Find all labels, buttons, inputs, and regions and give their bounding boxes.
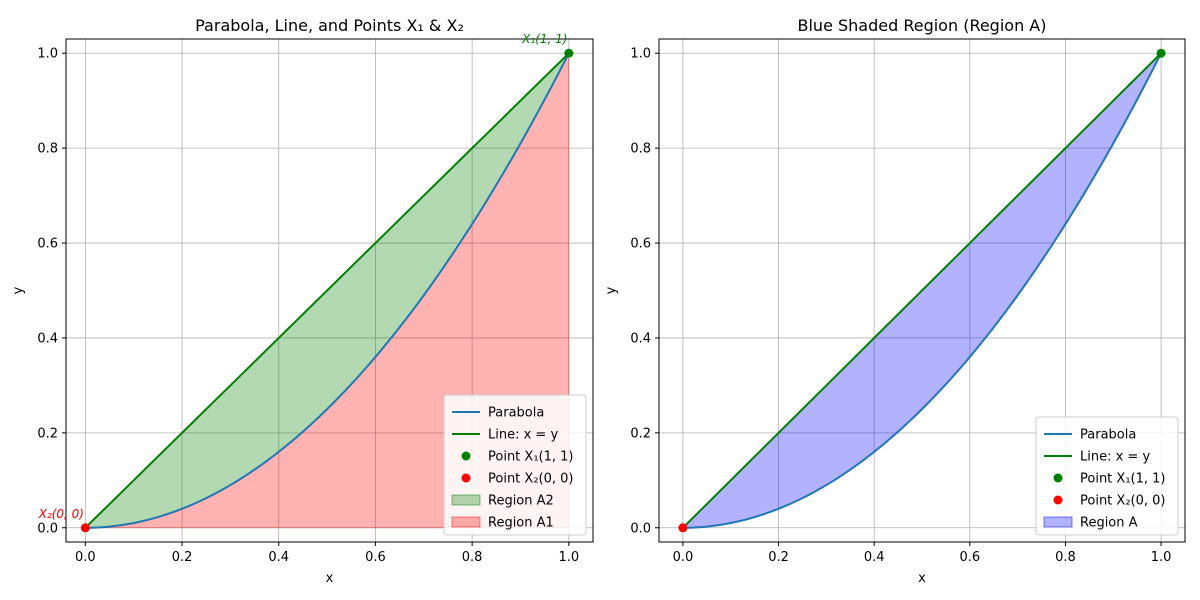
x-tick-label: 0.2 xyxy=(768,550,789,565)
y-tick-label: 0.4 xyxy=(37,331,58,346)
y-tick-label: 0.8 xyxy=(630,142,651,157)
legend-label: Line: x = y xyxy=(1080,450,1150,465)
y-tick-label: 1.0 xyxy=(630,47,651,62)
y-tick-label: 0.4 xyxy=(630,331,651,346)
scatter-point-3 xyxy=(678,523,688,533)
x-tick-label: 0.6 xyxy=(365,550,386,565)
legend-label: Point X₁(1, 1) xyxy=(488,450,573,465)
x-axis-label: x xyxy=(918,571,926,586)
scatter-point-2 xyxy=(1156,48,1166,58)
x-tick-label: 0.6 xyxy=(959,550,980,565)
legend-label: Region A xyxy=(1080,516,1138,531)
chart-title: Parabola, Line, and Points X₁ & X₂ xyxy=(195,16,464,35)
y-tick-label: 0.2 xyxy=(37,426,58,441)
legend-swatch-area xyxy=(451,516,481,528)
x-axis-label: x xyxy=(326,571,334,586)
legend-swatch-area xyxy=(451,494,481,506)
chart-panel-2: 0.0 0.2 0.4 0.6 0.8 1.0 0.0 0.2 0.4 0.6 0.8 1.0 Blue… xyxy=(604,16,1186,586)
x-tick-label: 0.4 xyxy=(268,550,289,565)
legend-label: Region A2 xyxy=(488,494,554,509)
x-tick-label: 1.0 xyxy=(558,550,579,565)
series-line-1 xyxy=(682,52,1162,529)
series-line-1 xyxy=(84,52,570,529)
legend-swatch-point xyxy=(1053,473,1063,483)
y-axis-label: y xyxy=(604,286,619,294)
scatter-point-3 xyxy=(80,523,90,533)
x-tick-label: 0.4 xyxy=(864,550,885,565)
legend-label: Line: x = y xyxy=(488,428,558,443)
legend-swatch-point xyxy=(1053,495,1063,505)
legend-box xyxy=(1035,416,1179,536)
legend-label: Region A1 xyxy=(488,516,554,531)
legend: Parabola Line: x = y Point X₁(1, 1) Point X… xyxy=(1035,416,1179,536)
y-tick-label: 0.8 xyxy=(37,142,58,157)
legend-swatch-point xyxy=(461,473,471,483)
point-annotation: X₂(0, 0) xyxy=(38,507,84,521)
plot-area xyxy=(681,52,1162,529)
y-tick-label: 1.0 xyxy=(37,47,58,62)
x-tick-label: 0.8 xyxy=(1055,550,1076,565)
chart-panel-1: 0.0 0.2 0.4 0.6 0.8 1.0 0.0 0.2 0.4 0.6 0.8 1.0 Para… xyxy=(11,16,594,586)
series-line-0 xyxy=(85,52,570,529)
scatter-point-2 xyxy=(564,48,574,58)
chart-title: Blue Shaded Region (Region A) xyxy=(798,16,1047,35)
y-axis-label: y xyxy=(11,286,26,294)
y-tick-label: 0.0 xyxy=(37,521,58,536)
x-tick-label: 1.0 xyxy=(1151,550,1172,565)
y-tick-label: 0.6 xyxy=(630,237,651,252)
legend-label: Point X₂(0, 0) xyxy=(488,472,573,487)
legend-swatch-area xyxy=(1043,516,1073,528)
legend-label: Point X₂(0, 0) xyxy=(1080,494,1165,509)
axes-frame xyxy=(65,38,594,543)
x-tick-label: 0.0 xyxy=(673,550,694,565)
legend-label: Parabola xyxy=(488,406,544,421)
x-tick-label: 0.8 xyxy=(462,550,483,565)
x-tick-label: 0.0 xyxy=(75,550,96,565)
legend-swatch-point xyxy=(461,451,471,461)
series-line-0 xyxy=(682,52,1162,529)
y-tick-label: 0.2 xyxy=(630,426,651,441)
legend-label: Parabola xyxy=(1080,428,1136,443)
x-tick-label: 0.2 xyxy=(172,550,193,565)
y-tick-label: 0.6 xyxy=(37,237,58,252)
legend-label: Point X₁(1, 1) xyxy=(1080,472,1165,487)
y-tick-label: 0.0 xyxy=(630,521,651,536)
point-annotation: X₁(1, 1) xyxy=(521,32,567,46)
legend: Parabola Line: x = y Point X₁(1, 1) Point X… xyxy=(443,394,587,536)
axes-frame xyxy=(658,38,1186,543)
